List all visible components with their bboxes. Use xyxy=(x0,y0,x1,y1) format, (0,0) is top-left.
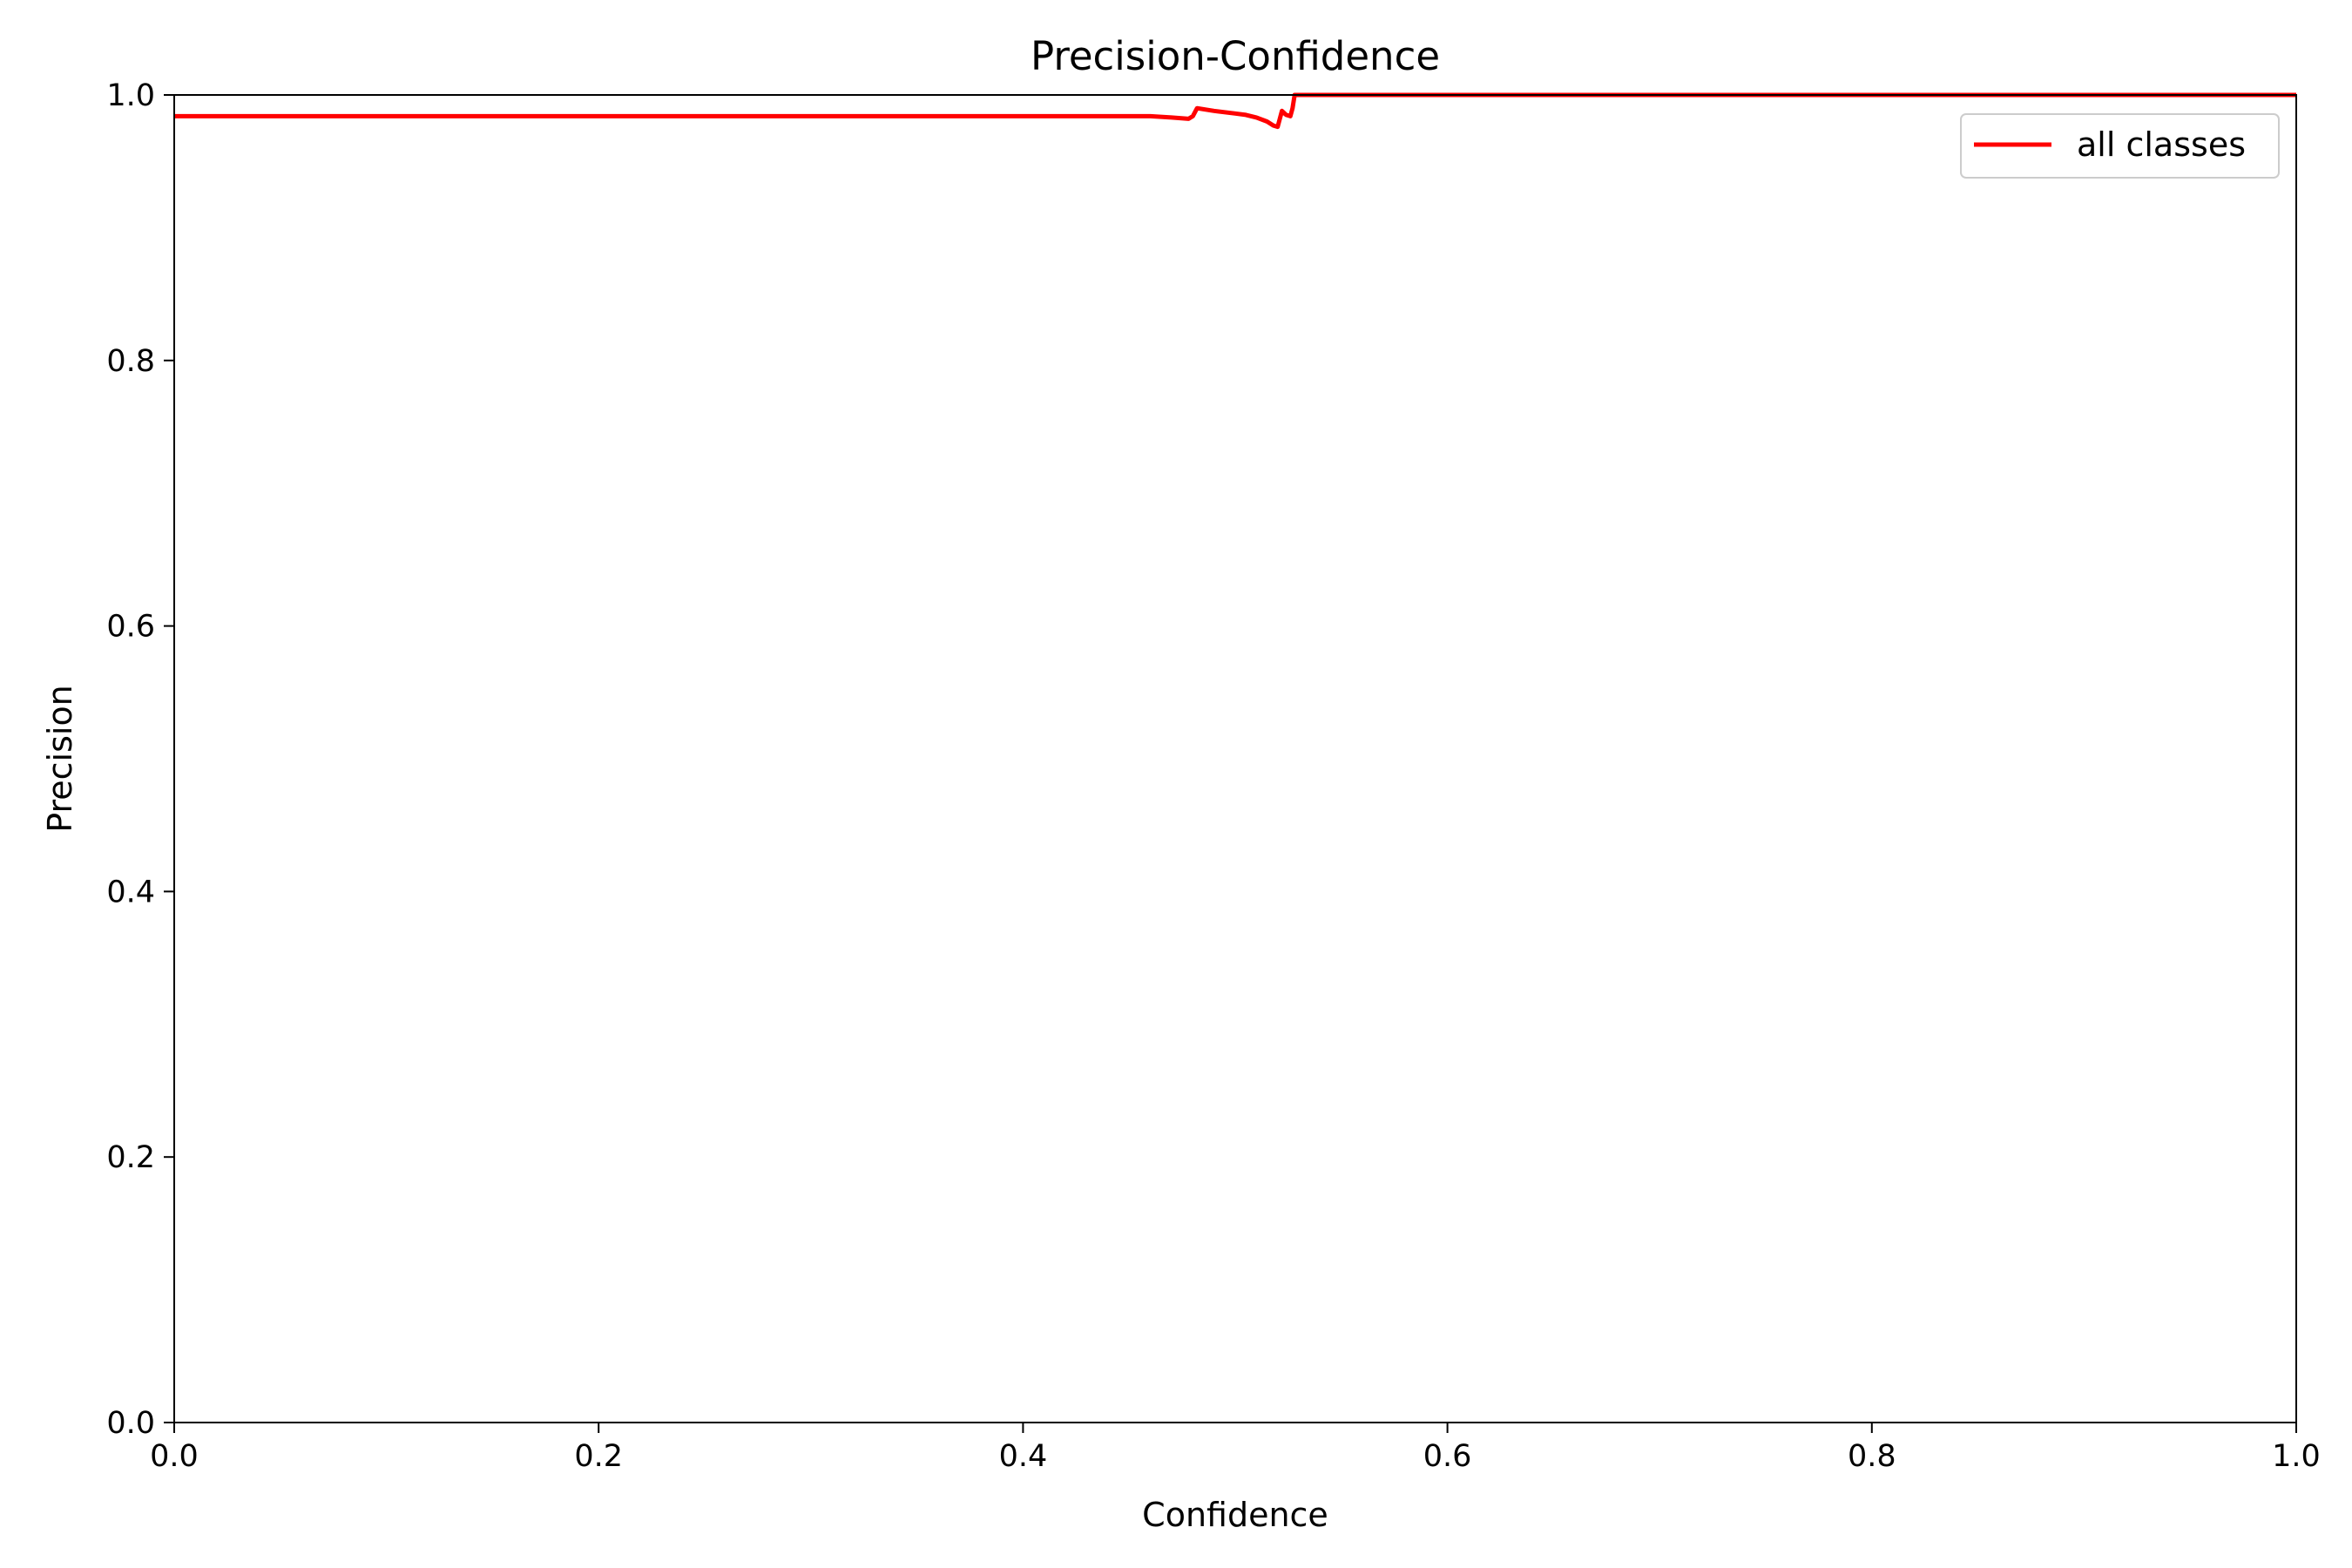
y-axis-label: Precision xyxy=(41,685,79,833)
y-tick-label: 0.8 xyxy=(106,344,155,379)
chart-title: Precision-Confidence xyxy=(1031,33,1440,79)
x-tick-label: 0.6 xyxy=(1423,1439,1472,1474)
x-tick-label: 0.8 xyxy=(1848,1439,1896,1474)
y-tick-label: 0.4 xyxy=(106,875,155,909)
y-tick-label: 1.0 xyxy=(106,78,155,113)
y-tick-label: 0.0 xyxy=(106,1406,155,1441)
x-axis-label: Confidence xyxy=(1142,1496,1328,1534)
legend-box xyxy=(1960,113,2280,179)
legend-label: all classes xyxy=(2077,125,2246,164)
x-tick-label: 0.4 xyxy=(999,1439,1048,1474)
x-tick-label: 0.2 xyxy=(574,1439,623,1474)
x-axis: 0.0 0.2 0.4 0.6 0.8 1.0 xyxy=(150,1423,2321,1474)
x-tick-label: 1.0 xyxy=(2272,1439,2321,1474)
plot-frame xyxy=(173,94,2297,1423)
y-tick-label: 0.2 xyxy=(106,1140,155,1175)
y-axis: 0.0 0.2 0.4 0.6 0.8 1.0 xyxy=(106,78,174,1441)
x-tick-label: 0.0 xyxy=(150,1439,199,1474)
y-tick-label: 0.6 xyxy=(106,610,155,645)
legend: all classes xyxy=(1960,113,2280,179)
